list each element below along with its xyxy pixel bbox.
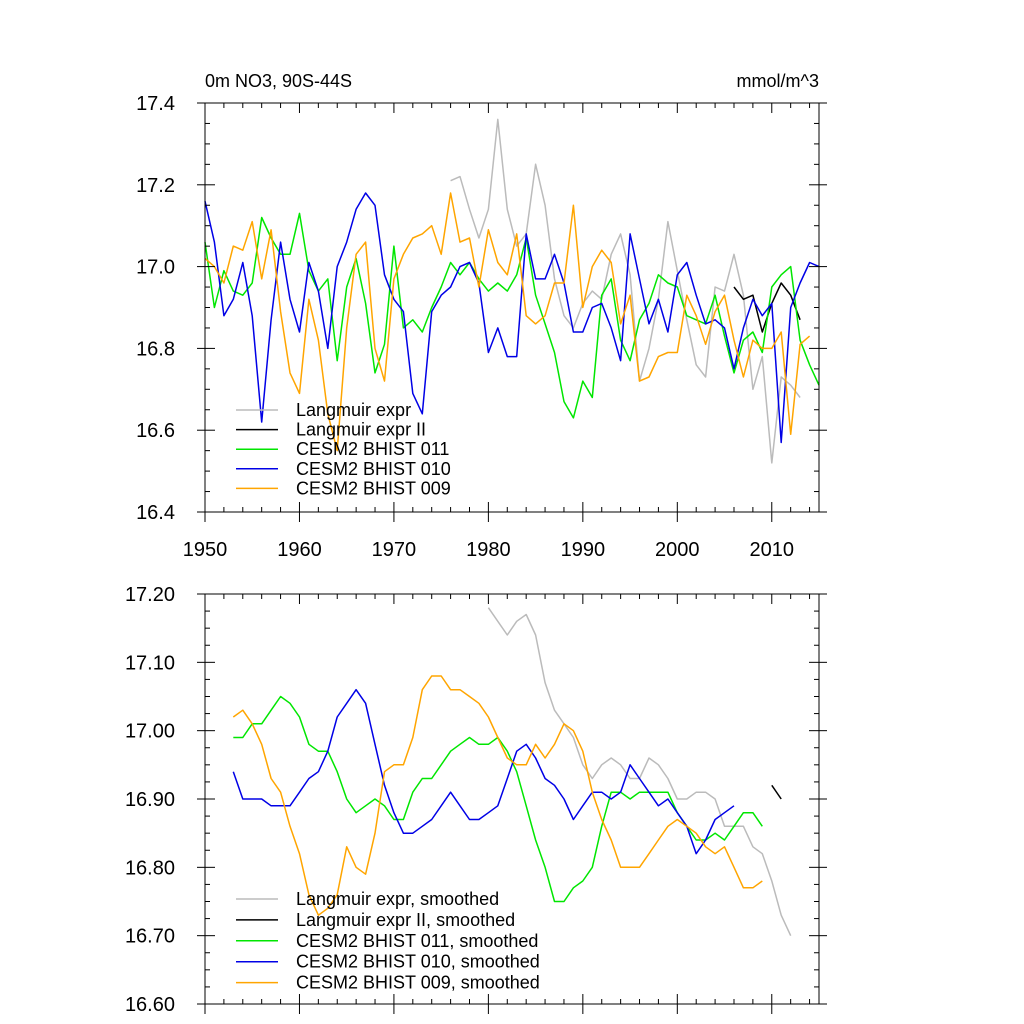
top-y-tick-label: 17.4	[136, 93, 175, 115]
bottom-legend-label: CESM2 BHIST 009, smoothed	[296, 973, 540, 993]
bottom-legend-label: Langmuir expr II, smoothed	[296, 910, 515, 930]
top-series-2	[204, 212, 820, 419]
top-x-tick-label: 1980	[466, 539, 511, 561]
top-panel: 0m NO3, 90S-44S mmol/m^3 1950 1960 1970 198…	[136, 71, 827, 561]
top-y-tick-label: 16.4	[136, 502, 175, 524]
top-y-tick-label: 17.2	[136, 175, 175, 197]
bottom-series-3	[232, 688, 735, 855]
top-series-0	[450, 118, 801, 464]
top-y-tick-label: 16.8	[136, 338, 175, 360]
top-x-tick-label: 1990	[561, 539, 606, 561]
bottom-y-tick-label: 17.00	[125, 721, 175, 743]
top-legend-label: CESM2 BHIST 011	[296, 439, 449, 459]
bottom-y-tick-label: 16.80	[125, 857, 175, 879]
top-x-tick-label: 2010	[750, 539, 795, 561]
top-series-3	[204, 192, 820, 444]
top-x-tick-label: 2000	[655, 539, 700, 561]
bottom-y-tick-label: 16.60	[125, 994, 175, 1016]
bottom-series-0	[487, 607, 792, 937]
bottom-panel: 16.60 16.70 16.80 16.90 17.00 17.10 17.20 Lang…	[125, 584, 827, 1016]
bottom-legend-label: CESM2 BHIST 011, smoothed	[296, 931, 538, 951]
bottom-series-4	[232, 675, 763, 916]
top-x-tick-label: 1970	[372, 539, 417, 561]
top-y-tick-label: 16.6	[136, 420, 175, 442]
top-legend-label: CESM2 BHIST 009	[296, 478, 451, 498]
bottom-y-tick-label: 16.70	[125, 926, 175, 948]
top-series-4	[204, 192, 811, 452]
bottom-y-tick-label: 16.90	[125, 789, 175, 811]
top-title-right: mmol/m^3	[737, 71, 819, 91]
top-legend-label: Langmuir expr II	[296, 420, 426, 440]
bottom-y-tick-label: 17.20	[125, 584, 175, 606]
top-x-tick-label: 1960	[277, 539, 322, 561]
top-legend-label: Langmuir expr	[296, 400, 411, 420]
top-x-tick-label: 1950	[183, 539, 228, 561]
top-y-tick-label: 17.0	[136, 257, 175, 279]
top-title-left: 0m NO3, 90S-44S	[205, 71, 352, 91]
bottom-y-tick-label: 17.10	[125, 652, 175, 674]
top-legend-label: CESM2 BHIST 010	[296, 459, 451, 479]
bottom-legend-label: Langmuir expr, smoothed	[296, 889, 499, 909]
bottom-series-1	[771, 784, 782, 800]
bottom-legend-label: CESM2 BHIST 010, smoothed	[296, 952, 540, 972]
